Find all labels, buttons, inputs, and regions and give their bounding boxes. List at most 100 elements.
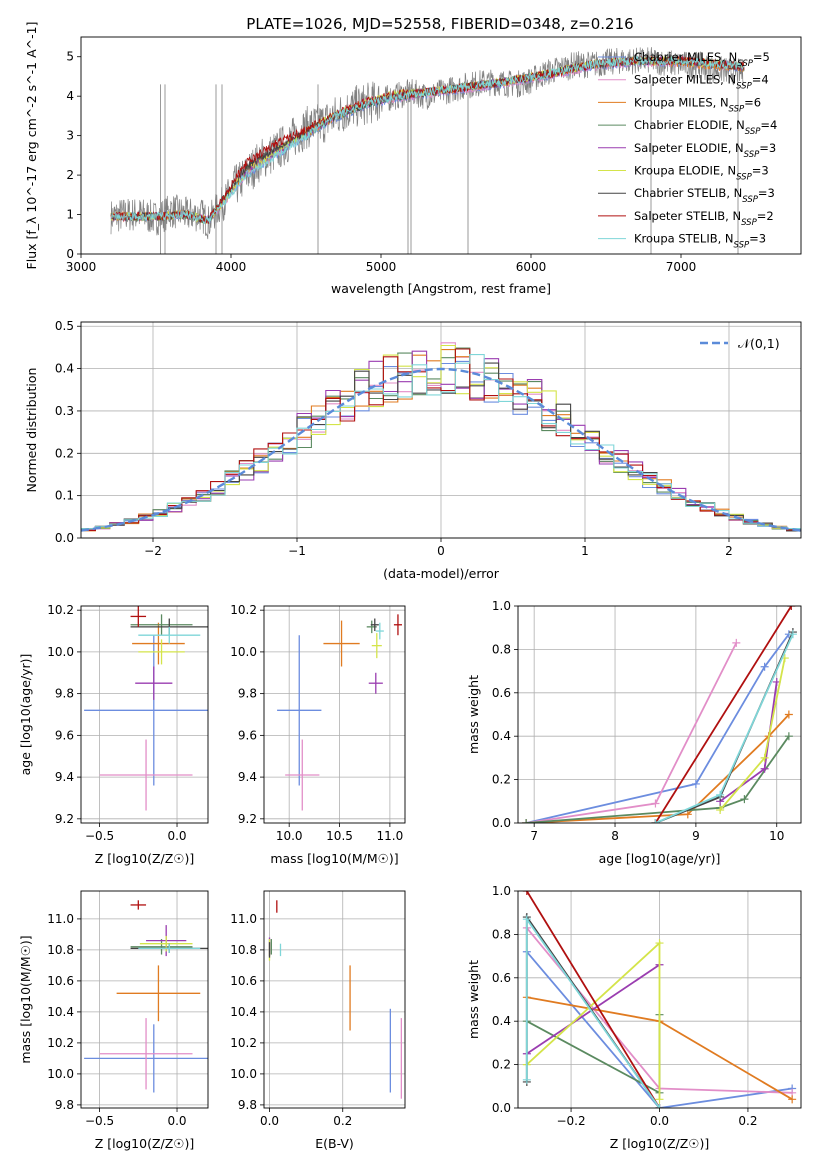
- spectrum-panel: 3000 4000 5000 6000 7000 0 1 2 3 4 5 wavelength [An…: [24, 22, 802, 296]
- y-tick-label: 0.2: [492, 1058, 511, 1072]
- mass-vs-metallicity-panel: −0.5 0.0 9.8 10.0 10.2 10.4 10.6 10.8 11.0 Z [log…: [18, 890, 209, 1151]
- residuals-plot-area: [81, 342, 801, 532]
- massweight-series-line: [525, 642, 738, 823]
- y-tick-label: 0.0: [55, 531, 74, 545]
- y-tick-label: 0.4: [492, 1014, 511, 1028]
- model-spectrum-line: [110, 55, 745, 225]
- errorbar-point: [371, 633, 382, 659]
- errorbar-point: [116, 965, 201, 1022]
- normal-reference-curve: [81, 367, 801, 532]
- residual-histogram: [81, 354, 801, 530]
- y-tick-label: 10.4: [230, 1005, 257, 1019]
- massweight-marker: [655, 939, 664, 948]
- y-tick-label: 9.8: [55, 687, 74, 701]
- x-tick-label: 0.0: [260, 1114, 279, 1128]
- y-tick-label: 3: [66, 129, 74, 143]
- y-tick-label: 9.4: [238, 770, 257, 784]
- y-tick-label: 0.1: [55, 489, 74, 503]
- y-tick-label: 10.2: [47, 1036, 74, 1050]
- x-axis-label: Z [log10(Z/Z☉)]: [610, 1136, 710, 1151]
- massweight-marker: [691, 779, 700, 788]
- y-tick-label: 10.6: [47, 974, 74, 988]
- massweight-series-line: [525, 633, 790, 823]
- massweight-series-line: [525, 916, 661, 1108]
- y-tick-label: 10.0: [230, 1067, 257, 1081]
- x-tick-label: 10.0: [276, 829, 303, 843]
- x-tick-label: 2: [725, 544, 733, 558]
- legend-label: Salpeter ELODIE, NSSP=3: [634, 141, 776, 160]
- y-tick-label: 0.0: [492, 816, 511, 830]
- errorbar-point: [84, 1024, 208, 1093]
- legend-label: Kroupa MILES, NSSP=6: [634, 95, 761, 114]
- massweight-marker: [788, 1095, 797, 1104]
- errorbar-point: [375, 622, 384, 640]
- x-tick-label: 4000: [216, 260, 247, 274]
- errorbar-point: [393, 614, 402, 636]
- y-tick-label: 10.0: [47, 1067, 74, 1081]
- errorbar-point: [132, 622, 185, 665]
- y-tick-label: 2: [66, 168, 74, 182]
- y-tick-label: 1: [66, 208, 74, 222]
- x-axis-label: wavelength [Angstrom, rest frame]: [331, 281, 551, 296]
- figure-title: PLATE=1026, MJD=52558, FIBERID=0348, z=0…: [246, 15, 633, 33]
- y-tick-label: 0.2: [55, 446, 74, 460]
- errorbar-point: [277, 635, 322, 786]
- y-tick-label: 0.4: [492, 729, 511, 743]
- y-axis-label: age [log10(age/yr)]: [18, 654, 33, 776]
- massweight-marker: [716, 805, 725, 814]
- massweight-plot-area: [522, 891, 797, 1108]
- axes-frame: [263, 890, 406, 1109]
- x-tick-label: 0.2: [738, 1114, 757, 1128]
- massweight-marker: [522, 891, 531, 895]
- y-axis-label: mass [log10(M/M☉)]: [18, 935, 33, 1063]
- errorbar-point: [99, 739, 193, 811]
- x-tick-label: 0.0: [650, 1114, 669, 1128]
- massweight-marker: [655, 1095, 664, 1104]
- residual-histogram: [81, 348, 801, 532]
- errorbar-point: [99, 1018, 193, 1090]
- legend-label: Chabrier ELODIE, NSSP=4: [634, 118, 777, 137]
- massweight-marker: [651, 819, 660, 823]
- y-tick-label: 9.6: [55, 728, 74, 742]
- legend-label: Salpeter MILES, NSSP=4: [634, 73, 769, 92]
- x-tick-label: −1: [288, 544, 306, 558]
- y-tick-label: 10.8: [47, 943, 74, 957]
- y-tick-label: 9.2: [55, 812, 74, 826]
- x-tick-label: 10: [769, 829, 784, 843]
- y-tick-label: 1.0: [492, 599, 511, 613]
- massweight-marker: [787, 606, 796, 610]
- y-tick-label: 0.6: [492, 971, 511, 985]
- errorbar-point: [139, 935, 193, 952]
- x-tick-label: 10.5: [326, 829, 353, 843]
- x-tick-label: 1: [581, 544, 589, 558]
- massweight-marker: [784, 732, 793, 741]
- massweight-marker: [522, 819, 531, 823]
- axes-frame: [80, 605, 209, 824]
- massweight-marker: [522, 915, 531, 924]
- y-tick-label: 9.8: [55, 1098, 74, 1112]
- x-tick-label: 5000: [366, 260, 397, 274]
- errorbar-plot-area: [268, 900, 402, 1099]
- y-tick-label: 11.0: [230, 912, 257, 926]
- massweight-series-line: [654, 606, 793, 823]
- axes-frame: [80, 321, 802, 539]
- y-tick-label: 9.4: [55, 770, 74, 784]
- y-tick-label: 0: [66, 247, 74, 261]
- y-tick-label: 0.0: [492, 1101, 511, 1115]
- mass-weight-vs-age-panel: 7 8 9 10 0.0 0.2 0.4 0.6 0.8 1.0 age [log10(age/yr…: [466, 599, 802, 866]
- y-tick-label: 11.0: [47, 912, 74, 926]
- massweight-marker: [732, 638, 741, 647]
- y-tick-label: 5: [66, 50, 74, 64]
- x-tick-label: 0.0: [167, 1114, 186, 1128]
- errorbar-point: [323, 620, 360, 667]
- y-tick-label: 1.0: [492, 884, 511, 898]
- legend-label: Chabrier STELIB, NSSP=3: [634, 186, 775, 205]
- x-tick-label: −0.2: [556, 1114, 585, 1128]
- errorbar-point: [370, 618, 379, 632]
- x-tick-label: 11.0: [377, 829, 404, 843]
- residual-histogram: [81, 350, 801, 531]
- x-axis-label: mass [log10(M/M☉)]: [270, 851, 398, 866]
- y-tick-label: 10.8: [230, 943, 257, 957]
- y-tick-label: 10.2: [47, 603, 74, 617]
